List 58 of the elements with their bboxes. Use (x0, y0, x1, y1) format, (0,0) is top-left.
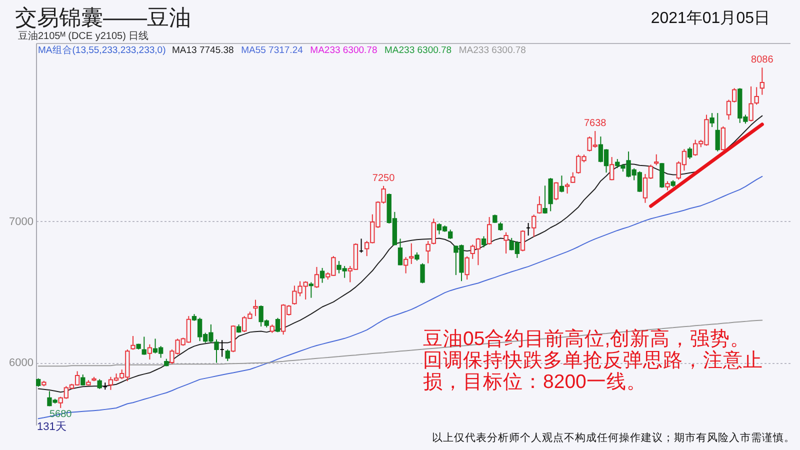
candlestick (760, 67, 764, 96)
candlestick (542, 185, 548, 214)
candlestick (431, 218, 436, 245)
candlestick (142, 336, 146, 356)
text: MA13 7745.38 (172, 45, 234, 56)
candlestick (147, 344, 152, 360)
candlestick (487, 216, 492, 246)
candlestick (710, 112, 714, 128)
y-tick-label: 7000 (9, 216, 34, 228)
candlestick (654, 154, 659, 166)
text: 以上仅代表分析师个人观点不构成任何操作建议；期市有风险入市需谨慎。 (432, 431, 795, 444)
candlestick (520, 230, 526, 252)
annotation: 7250 (372, 172, 396, 184)
line-series (38, 115, 763, 393)
y-tick-label: 6000 (9, 357, 34, 370)
annotation: 7638 (584, 118, 607, 129)
candlestick (308, 282, 314, 298)
text: 2021年01月05日 (650, 10, 770, 27)
chart-title: 交易锦囊——豆油 (15, 5, 191, 30)
candlestick (665, 180, 670, 191)
chart-subtitle: 豆油2105ᴹ (DCE y2105) 日线 (18, 30, 149, 42)
candlestick (715, 112, 720, 152)
candlestick (253, 299, 258, 317)
candlestick (564, 182, 570, 194)
candlestick (320, 267, 325, 284)
legend-title: MA组合(13,55,233,233,233,0) (38, 44, 166, 56)
candlestick (420, 262, 425, 284)
candlestick (97, 378, 102, 390)
candlestick (464, 256, 470, 280)
candlestick (426, 240, 430, 264)
candlestick (314, 266, 320, 288)
legend-label: MA233 6300.78 (384, 45, 452, 56)
candlestick (532, 214, 536, 238)
candlestick (214, 338, 219, 364)
candlestick (609, 156, 614, 181)
text: MA55 7317.24 (241, 45, 303, 56)
candlestick (559, 175, 564, 193)
line-series (38, 176, 763, 420)
candlestick (130, 336, 136, 350)
candlestick (687, 146, 692, 160)
annotation: 豆油05合约目前高位,创新高，强势。回调保持快跌多单抢反弹思路，注意止损，目标位：8200一线。 (423, 327, 763, 393)
candlestick (398, 238, 403, 266)
candlestick (403, 256, 408, 274)
annotation: 8086 (751, 54, 774, 66)
candlestick (660, 162, 664, 188)
candlestick (448, 229, 453, 240)
legend-label: MA233 6300.78 (310, 45, 378, 56)
text: MA233 6300.78 (458, 45, 526, 56)
candlestick (537, 196, 542, 214)
candlestick (570, 172, 576, 184)
candlestick (554, 182, 558, 201)
candlestick (481, 236, 486, 248)
candlestick (225, 348, 230, 362)
candlestick (409, 242, 414, 264)
candlestick (275, 317, 280, 333)
candlestick (720, 126, 726, 151)
candlestick (504, 232, 508, 254)
annotation: 131天 (37, 421, 66, 433)
